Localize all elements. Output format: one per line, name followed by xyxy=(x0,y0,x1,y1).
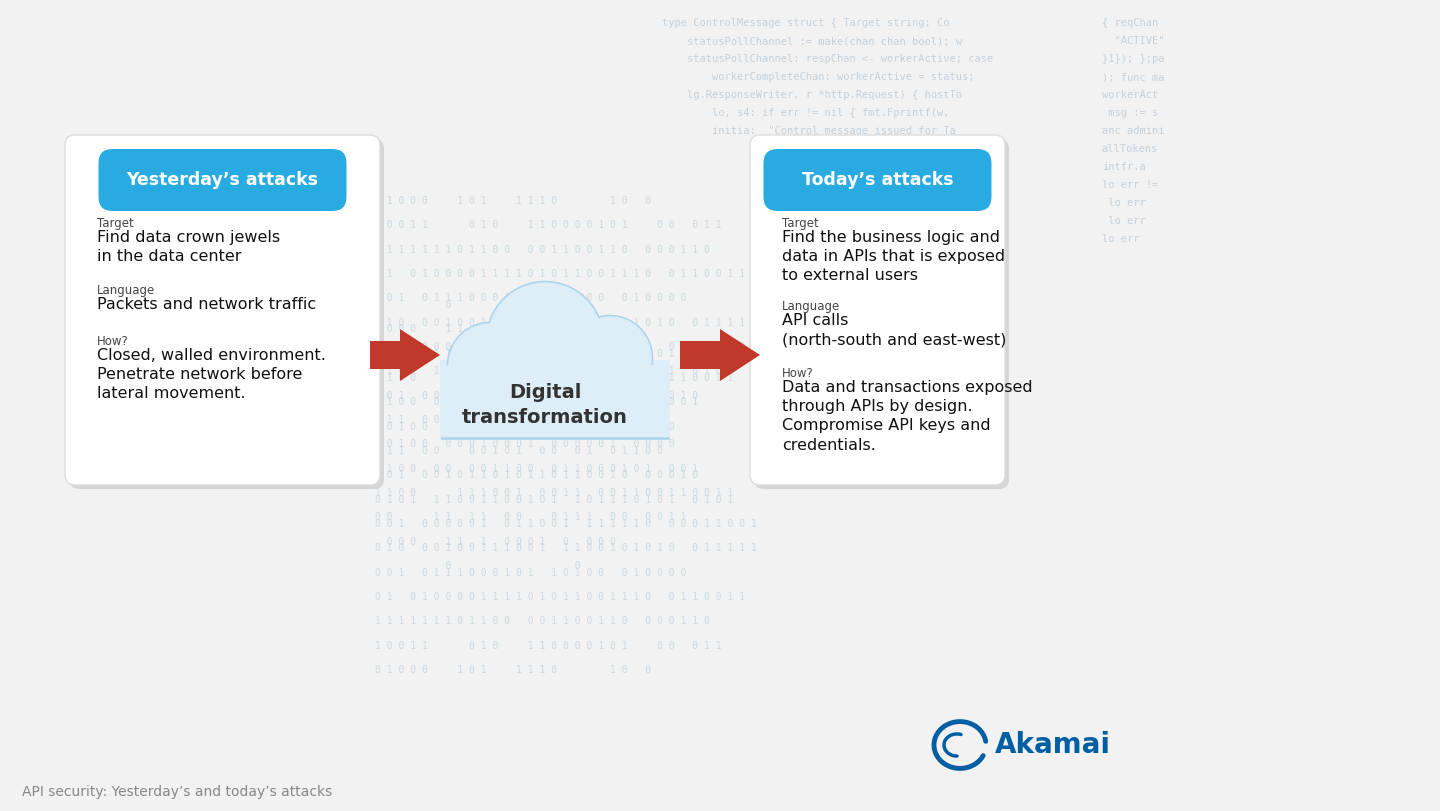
Circle shape xyxy=(488,283,602,397)
FancyBboxPatch shape xyxy=(441,360,670,440)
Text: 0 1   0 1 0 0 0 0 1 1 1 1 0 1 0 1 1 0 0 1 1 1 0   0 1 1 0 0 1 1: 0 1 0 1 0 0 0 0 1 1 1 1 0 1 0 1 1 0 0 1 … xyxy=(374,269,744,279)
Text: lg.ResponseWriter, r *http.Request) { hostTo: lg.ResponseWriter, r *http.Request) { ho… xyxy=(662,90,962,100)
Text: Language: Language xyxy=(782,300,841,313)
Text: workerCompleteChan: workerActive = status;: workerCompleteChan: workerActive = statu… xyxy=(662,72,975,82)
Text: intfr.a: intfr.a xyxy=(1102,162,1145,172)
Polygon shape xyxy=(680,329,760,381)
Text: 0 0 0     1 1   1   0 0 0 1   0   0 0 0: 0 0 0 1 1 1 0 0 0 1 0 0 0 0 xyxy=(374,324,616,334)
Text: ); func ma: ); func ma xyxy=(1102,72,1164,82)
Text: Target: Target xyxy=(96,217,134,230)
Text: 0 1 0   0 0 1 0 0 1 1 1 0 0 1   1 1 0 0 1 0 1 0 1 0   0 1 1 1 1 1: 0 1 0 0 0 1 0 0 1 1 1 0 0 1 1 1 0 0 1 0 … xyxy=(374,318,757,328)
Text: statusPollChannel := make(chan chan bool); w: statusPollChannel := make(chan chan bool… xyxy=(662,36,962,46)
Text: Find the business logic and
data in APIs that is exposed
to external users: Find the business logic and data in APIs… xyxy=(782,230,1005,283)
Text: 0 0 1   0 0 0 0 0 1   0 1 1 0 0 1   1 1 1 1 1 0   0 0 0 1 1 0 0 1: 0 0 1 0 0 0 0 0 1 0 1 1 0 0 1 1 1 1 1 1 … xyxy=(374,519,757,529)
Text: 1 1 1 1 1 1 1 0 1 1 0 0   0 0 1 1 0 0 1 1 0   0 0 0 1 1 0: 1 1 1 1 1 1 1 0 1 1 0 0 0 0 1 1 0 0 1 1 … xyxy=(374,616,710,626)
Text: Akamai: Akamai xyxy=(995,731,1112,759)
Text: 0 1 0 0 0     1 0 1     1 1 1 0         1 0   0: 0 1 0 0 0 1 0 1 1 1 1 0 1 0 0 xyxy=(374,196,651,206)
Text: 0 0 1   0 0 1 0 1 1 0 1 0 1 1 0 1 1 0 0 1 0   0 0 0 1 0: 0 0 1 0 0 1 0 1 1 0 1 0 1 1 0 1 1 0 0 1 … xyxy=(374,470,698,480)
Text: 0 0 1   0 1 1 1 0 0 0 1 0 1   1 0 1 0 0   0 1 0 0 0 0: 0 0 1 0 1 1 1 0 0 0 1 0 1 1 0 1 0 0 0 1 … xyxy=(374,294,687,303)
Text: 0 0       1 1   1 1   0 0     0 1 1 1   0 0   0 0 1 1: 0 0 1 1 1 1 0 0 0 1 1 1 0 0 0 0 1 1 xyxy=(374,513,687,522)
Polygon shape xyxy=(370,329,441,381)
Text: 0 1 0 0   0 0 0 1 0 0 0 1   0 0 0 0 0 1   0 0 0 0: 0 1 0 0 0 0 0 1 0 0 0 1 0 0 0 0 0 1 0 0 … xyxy=(374,440,674,449)
Text: Target: Target xyxy=(782,217,819,230)
Text: Find data crown jewels
in the data center: Find data crown jewels in the data cente… xyxy=(96,230,281,264)
Text: anc admini: anc admini xyxy=(1102,126,1164,136)
Text: API security: Yesterday’s and today’s attacks: API security: Yesterday’s and today’s at… xyxy=(22,785,333,799)
Text: }1}); };pa: }1}); };pa xyxy=(1102,54,1164,64)
Text: Packets and network traffic: Packets and network traffic xyxy=(96,297,317,312)
Text: 0 1 0 0   0 0 0 1 0 0 0 1   0 0 0 0 0 1   0 0 0 0: 0 1 0 0 0 0 0 1 0 0 0 1 0 0 0 0 0 1 0 0 … xyxy=(374,422,674,431)
Text: How?: How? xyxy=(96,335,128,348)
Circle shape xyxy=(449,324,531,406)
Text: 0                     0: 0 0 xyxy=(374,300,580,310)
Text: 0 0       1 1   1 1   0 0     0 1 1 1   0 0   0 0 1 1: 0 0 1 1 1 1 0 0 0 1 1 1 0 0 0 0 1 1 xyxy=(374,349,687,358)
Text: 0 0 1   0 0 0 0 0 1   0 1 1 0 0 1   1 1 1 1 1 0   0 0 0 1 1 0 0 1: 0 0 1 0 0 0 0 0 1 0 1 1 0 0 1 1 1 1 1 1 … xyxy=(374,342,757,352)
Text: Today’s attacks: Today’s attacks xyxy=(802,171,953,189)
Text: 1 1   0 0     0 0 1 0 1   0 0   0 1   0 1 1 0 0: 1 1 0 0 0 0 1 0 1 0 0 0 1 0 1 1 0 0 xyxy=(374,446,662,456)
Text: Yesterday’s attacks: Yesterday’s attacks xyxy=(127,171,318,189)
Text: lo, s4: if err != nil { fmt.Fprintf(w,: lo, s4: if err != nil { fmt.Fprintf(w, xyxy=(662,108,950,118)
Text: { reqChan: { reqChan xyxy=(1102,18,1158,28)
Text: workerAct: workerAct xyxy=(1102,90,1158,100)
Circle shape xyxy=(567,316,652,400)
Text: 0 1   0 1 0 0 0 0 1 1 1 1 0 1 0 1 1 0 0 1 1 1 0   0 1 1 0 0 1 1: 0 1 0 1 0 0 0 0 1 1 1 1 0 1 0 1 1 0 0 1 … xyxy=(374,592,744,602)
FancyBboxPatch shape xyxy=(98,149,347,211)
FancyBboxPatch shape xyxy=(446,365,662,437)
Text: 1 1   0 0     0 0 1 0 1   0 0   0 1   0 1 1 0 0: 1 1 0 0 0 0 1 0 1 0 0 0 1 0 1 1 0 0 xyxy=(374,415,662,425)
Text: lo err: lo err xyxy=(1102,216,1145,226)
Text: Digital
transformation: Digital transformation xyxy=(462,383,628,427)
Circle shape xyxy=(482,352,559,428)
Text: 1 1 1 1 1 1 1 0 1 1 0 0   0 0 1 1 0 0 1 1 0   0 0 0 1 1 0: 1 1 1 1 1 1 1 0 1 1 0 0 0 0 1 1 0 0 1 1 … xyxy=(374,245,710,255)
Text: "ACTIVE": "ACTIVE" xyxy=(1102,36,1164,46)
Text: 0 0 0     1 1   1   0 0 0 1   0   0 0 0: 0 0 0 1 1 1 0 0 0 1 0 0 0 0 xyxy=(374,537,616,547)
Text: Data and transactions exposed
through APIs by design.
Compromise API keys and
cr: Data and transactions exposed through AP… xyxy=(782,380,1032,453)
Text: How?: How? xyxy=(782,367,814,380)
Text: 0 1 0 1   1 1 0 0 1 1 0 0 1 0 1   1 0 1 1 1 0 1 0 1   0 1 0 1: 0 1 0 1 1 1 0 0 1 1 0 0 1 0 1 1 0 1 1 1 … xyxy=(374,367,733,376)
FancyBboxPatch shape xyxy=(750,135,1005,485)
Text: lo err !=: lo err != xyxy=(1102,180,1158,190)
Text: Language: Language xyxy=(96,284,156,297)
Text: initia:  "Control message issued for Ta: initia: "Control message issued for Ta xyxy=(662,126,956,136)
Circle shape xyxy=(569,317,651,399)
Text: 0 0 1   0 1 1 1 0 0 0 1 0 1   1 0 1 0 0   0 1 0 0 0 0: 0 0 1 0 1 1 1 0 0 0 1 0 1 1 0 1 0 0 0 1 … xyxy=(374,568,687,577)
Circle shape xyxy=(448,323,531,407)
Text: 0 1 0   0 0 1 0 0 1 1 1 0 0 1   1 1 0 0 1 0 1 0 1 0   0 1 1 1 1 1: 0 1 0 0 0 1 0 0 1 1 1 0 0 1 1 1 0 0 1 0 … xyxy=(374,543,757,553)
Circle shape xyxy=(487,282,603,398)
Text: statusPollChannel: respChan <- workerActive; case: statusPollChannel: respChan <- workerAct… xyxy=(662,54,994,64)
Text: allTokens: allTokens xyxy=(1102,144,1158,154)
Text: 0 1 0 0 0     1 0 1     1 1 1 0         1 0   0: 0 1 0 0 0 1 0 1 1 1 1 0 1 0 0 xyxy=(374,665,651,675)
Text: 0 1 0 0   0 0   0 0 1 1 0 0   0 1 1 0 0 0 1 0 1   0 0 1: 0 1 0 0 0 0 0 0 1 1 0 0 0 1 1 0 0 0 1 0 … xyxy=(374,464,698,474)
Text: msg := s: msg := s xyxy=(1102,108,1158,118)
Text: API calls
(north-south and east-west): API calls (north-south and east-west) xyxy=(782,313,1007,347)
Text: 1 0 0 1 1       0 1 0     1 1 0 0 0 0 1 0 1     0 0   0 1 1: 1 0 0 1 1 0 1 0 1 1 0 0 0 0 1 0 1 0 0 0 … xyxy=(374,221,721,230)
Text: 0                     0: 0 0 xyxy=(374,561,580,571)
FancyBboxPatch shape xyxy=(69,139,384,489)
FancyBboxPatch shape xyxy=(763,149,992,211)
Text: Closed, walled environment.
Penetrate network before
lateral movement.: Closed, walled environment. Penetrate ne… xyxy=(96,348,325,401)
Text: 0 1 0 0   0 0   0 0 1 1 0 0   0 1 1 0 0 0 1 0 1   0 0 1: 0 1 0 0 0 0 0 0 1 1 0 0 0 1 1 0 0 0 1 0 … xyxy=(374,397,698,407)
Text: 1 1 0 0       1 1 1 0 0 1   0 0 1 1   0 0 1 1 0 0 1 1 0 0 1 1: 1 1 0 0 1 1 1 0 0 1 0 0 1 1 0 0 1 1 0 0 … xyxy=(374,373,733,383)
Text: lo err: lo err xyxy=(1102,198,1145,208)
Text: 1 1 0 0       1 1 1 0 0 1   0 0 1 1   0 0 1 1 0 0 1 1 0 0 1 1: 1 1 0 0 1 1 1 0 0 1 0 0 1 1 0 0 1 1 0 0 … xyxy=(374,488,733,498)
Text: type ControlMessage struct { Target string; Co: type ControlMessage struct { Target stri… xyxy=(662,18,950,28)
FancyBboxPatch shape xyxy=(755,139,1009,489)
Circle shape xyxy=(541,354,618,430)
Text: 1 0 0 1 1       0 1 0     1 1 0 0 0 0 1 0 1     0 0   0 1 1: 1 0 0 1 1 0 1 0 1 1 0 0 0 0 1 0 1 0 0 0 … xyxy=(374,641,721,650)
FancyBboxPatch shape xyxy=(65,135,380,485)
Circle shape xyxy=(543,355,616,429)
Circle shape xyxy=(482,353,557,427)
Text: 0 1 0 1   1 1 0 0 1 1 0 0 1 0 1   1 0 1 1 1 0 1 0 1   0 1 0 1: 0 1 0 1 1 1 0 0 1 1 0 0 1 0 1 1 0 1 1 1 … xyxy=(374,495,733,504)
Text: lo err: lo err xyxy=(1102,234,1139,244)
Text: 0 0 1   0 0 1 0 1 1 0 1 0 1 1 0 1 1 0 0 1 0   0 0 0 1 0: 0 0 1 0 0 1 0 1 1 0 1 0 1 1 0 1 1 0 0 1 … xyxy=(374,391,698,401)
